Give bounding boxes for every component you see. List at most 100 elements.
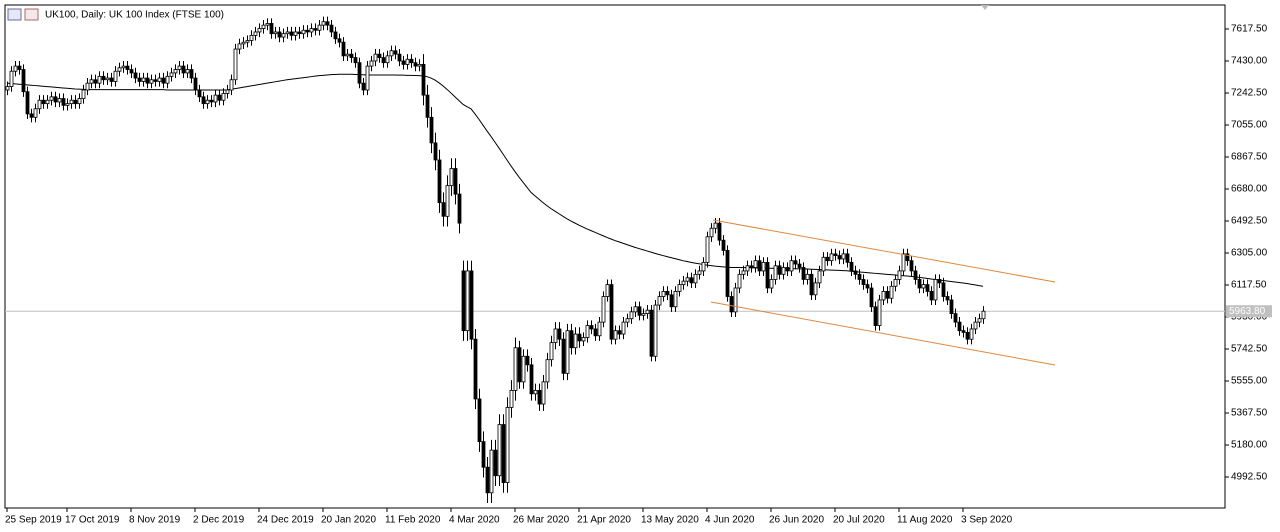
candle-body	[725, 250, 730, 297]
x-tick-label: 2 Dec 2019	[193, 515, 245, 526]
candle-body	[333, 31, 338, 40]
candle-body	[881, 291, 886, 301]
candle-body	[749, 265, 754, 268]
channel-line	[710, 301, 1056, 366]
x-tick-label: 26 Jun 2020	[769, 515, 824, 526]
candle-body	[321, 21, 326, 26]
x-tick-label: 24 Dec 2019	[257, 515, 314, 526]
plot	[5, 16, 1225, 504]
candle-body	[293, 31, 298, 36]
candle-body	[921, 284, 926, 289]
candle-body	[365, 65, 370, 91]
candle-body	[585, 325, 590, 338]
candle-body	[857, 273, 862, 280]
candle-body	[257, 28, 262, 33]
candle-body	[325, 21, 330, 26]
candle-body	[681, 280, 686, 285]
candle-body	[409, 58, 414, 64]
candle-body	[49, 96, 54, 101]
candle-body	[765, 261, 770, 289]
candle-body	[981, 310, 986, 320]
candle-body	[41, 99, 46, 105]
candle-body	[329, 24, 334, 33]
candle-body	[397, 53, 402, 62]
candle-body	[213, 94, 218, 103]
x-tick-label: 25 Sep 2019	[5, 515, 62, 526]
y-tick-label: 6492.50	[1231, 216, 1268, 227]
candle-body	[417, 63, 422, 67]
candle-body	[21, 69, 26, 93]
candle-body	[917, 279, 922, 289]
candle-body	[473, 338, 478, 400]
candle-body	[465, 270, 470, 332]
candle-body	[401, 60, 406, 65]
candle-body	[973, 321, 978, 330]
y-tick-label: 6867.50	[1231, 152, 1268, 163]
candle-body	[809, 273, 814, 296]
candle-body	[57, 98, 62, 103]
candle-body	[977, 318, 982, 323]
candle-body	[309, 28, 314, 33]
candle-body	[241, 41, 246, 45]
candle-body	[373, 53, 378, 62]
y-tick-label: 5367.50	[1231, 408, 1268, 419]
candle-body	[869, 287, 874, 308]
moving-average	[6, 73, 984, 287]
candle-body	[561, 338, 566, 374]
candle-body	[181, 65, 186, 74]
candle-body	[553, 328, 558, 344]
candle-body	[509, 390, 514, 408]
chart-title: UK100, Daily: UK 100 Index (FTSE 100)	[45, 10, 224, 21]
candle-body	[13, 65, 18, 72]
candle-body	[137, 77, 142, 82]
candle-body	[109, 77, 114, 82]
x-tick-label: 4 Jun 2020	[705, 515, 755, 526]
candle-body	[829, 253, 834, 262]
candle-body	[253, 31, 258, 36]
candle-body	[205, 99, 210, 105]
candle-body	[873, 306, 878, 326]
candle-body	[693, 273, 698, 284]
candle-body	[5, 86, 10, 91]
y-tick-label: 7430.00	[1231, 56, 1268, 67]
candle-body	[457, 193, 462, 224]
candle-body	[957, 321, 962, 332]
candle-body	[801, 267, 806, 280]
candle-body	[29, 113, 34, 118]
candle-body	[281, 33, 286, 38]
x-tick-label: 4 Mar 2020	[449, 515, 500, 526]
candle-body	[389, 50, 394, 57]
candle-body	[449, 168, 454, 186]
candle-body	[897, 270, 902, 280]
x-tick-label: 21 Apr 2020	[577, 515, 631, 526]
y-tick-label: 6305.00	[1231, 248, 1268, 259]
candle-body	[129, 69, 134, 74]
candle-body	[233, 48, 238, 81]
candle-body	[525, 355, 530, 366]
candle-body	[557, 328, 562, 340]
candle-body	[489, 449, 494, 494]
candle-body	[209, 99, 214, 103]
candle-body	[301, 29, 306, 35]
candle-body	[521, 355, 526, 383]
candle-body	[653, 304, 658, 357]
current-price-box	[1226, 305, 1272, 318]
candle-body	[577, 333, 582, 342]
candle-body	[837, 255, 842, 260]
candle-body	[269, 23, 274, 35]
candle-body	[937, 279, 942, 284]
candle-body	[381, 57, 386, 64]
candle-body	[677, 284, 682, 292]
candle-body	[657, 296, 662, 306]
candle-body	[969, 328, 974, 340]
candle-body	[721, 239, 726, 251]
candle-body	[45, 99, 50, 105]
candle-body	[53, 96, 58, 103]
candle-body	[945, 296, 950, 301]
candle-body	[845, 253, 850, 263]
candle-body	[81, 89, 86, 99]
channel-line	[712, 219, 1056, 283]
candle-body	[785, 267, 790, 272]
candle-body	[485, 466, 490, 494]
